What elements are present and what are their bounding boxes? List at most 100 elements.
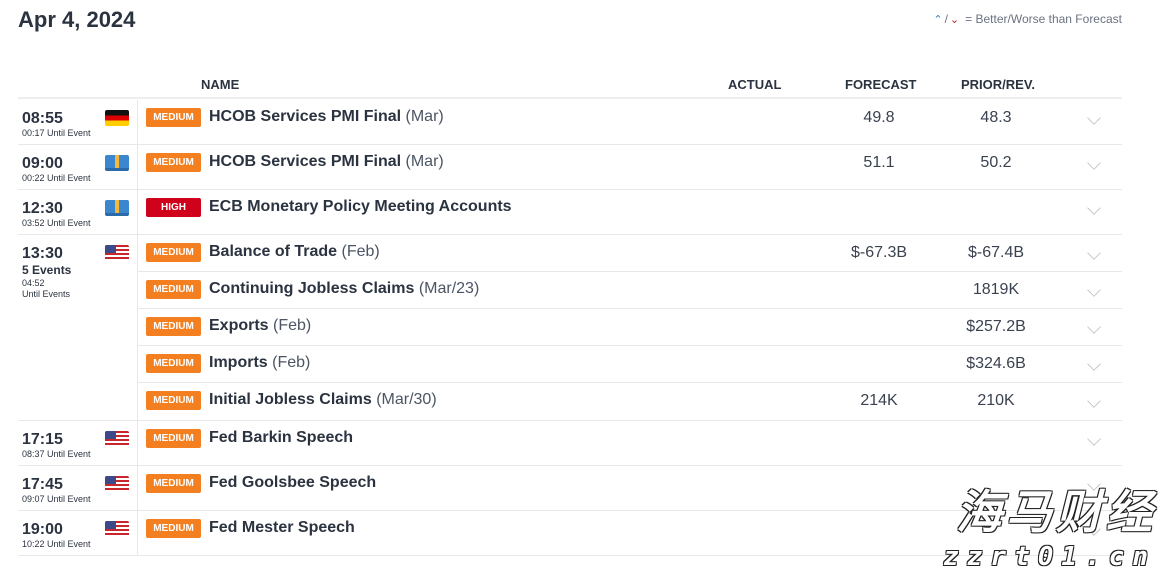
- event-name[interactable]: Continuing Jobless Claims (Mar/23): [209, 280, 479, 298]
- event-title: Fed Goolsbee Speech: [209, 474, 377, 491]
- event-row[interactable]: MEDIUM Fed Goolsbee Speech: [138, 466, 1122, 510]
- chevron-down-icon[interactable]: [1087, 201, 1101, 215]
- chevron-down-icon[interactable]: [1087, 156, 1101, 170]
- table-header: NAME ACTUAL FORECAST PRIOR/REV.: [18, 77, 1122, 99]
- event-name[interactable]: Exports (Feb): [209, 317, 311, 335]
- event-row[interactable]: MEDIUM Fed Mester Speech: [138, 511, 1122, 555]
- forecast-value: 49.8: [863, 109, 895, 126]
- event-row[interactable]: MEDIUM HCOB Services PMI Final (Mar) 49.…: [138, 100, 1122, 144]
- watermark-line2: zzrt01.cn: [943, 542, 1156, 572]
- event-row[interactable]: HIGH ECB Monetary Policy Meeting Account…: [138, 190, 1122, 234]
- until-event: 08:37 Until Event: [22, 449, 91, 459]
- event-row[interactable]: MEDIUM Initial Jobless Claims (Mar/30) 2…: [138, 383, 1122, 420]
- col-prior: PRIOR/REV.: [961, 77, 1035, 92]
- time-cell: 08:55 00:17 Until Event: [18, 100, 138, 144]
- chevron-down-icon[interactable]: [1087, 283, 1101, 297]
- until-event: 00:17 Until Event: [22, 128, 91, 138]
- event-time: 19:00: [22, 521, 63, 538]
- event-time: 13:30: [22, 245, 63, 262]
- event-row[interactable]: MEDIUM Balance of Trade (Feb) $-67.3B $-…: [138, 235, 1122, 272]
- event-title: ECB Monetary Policy Meeting Accounts: [209, 198, 512, 215]
- event-period: (Feb): [272, 354, 311, 371]
- watermark: 海马财经 zzrt01.cn: [943, 476, 1156, 572]
- event-name[interactable]: Balance of Trade (Feb): [209, 243, 380, 261]
- until-event: 00:22 Until Event: [22, 173, 91, 183]
- until-event: Until Events: [22, 289, 71, 299]
- event-time: 17:15: [22, 431, 63, 448]
- better-arrow-up-icon: ⌃: [933, 13, 943, 26]
- economic-calendar-table: 08:55 00:17 Until Event MEDIUM HCOB Servi…: [18, 100, 1122, 556]
- event-name[interactable]: ECB Monetary Policy Meeting Accounts: [209, 198, 512, 216]
- until-event: 09:07 Until Event: [22, 494, 91, 504]
- impact-badge: MEDIUM: [146, 280, 201, 299]
- event-name[interactable]: Fed Goolsbee Speech: [209, 474, 376, 492]
- time-cell: 09:00 00:22 Until Event: [18, 145, 138, 189]
- event-title: HCOB Services PMI Final: [209, 108, 402, 125]
- event-row[interactable]: MEDIUM Exports (Feb) $257.2B: [138, 309, 1122, 346]
- event-row[interactable]: MEDIUM Fed Barkin Speech: [138, 421, 1122, 465]
- flag-euro-area-icon: [105, 200, 129, 216]
- flag-united-states-icon: [105, 245, 129, 261]
- chevron-down-icon[interactable]: [1087, 394, 1101, 408]
- impact-badge: MEDIUM: [146, 519, 201, 538]
- event-name[interactable]: Imports (Feb): [209, 354, 310, 372]
- event-row[interactable]: MEDIUM Imports (Feb) $324.6B: [138, 346, 1122, 383]
- until-event: 03:52 Until Event: [22, 218, 91, 228]
- event-period: (Feb): [341, 243, 380, 260]
- event-name[interactable]: HCOB Services PMI Final (Mar): [209, 153, 444, 171]
- until-time: 04:52: [22, 278, 45, 288]
- event-title: Balance of Trade: [209, 243, 338, 260]
- event-group: 13:30 5 Events 04:52 Until Events MEDIUM B…: [18, 235, 1122, 421]
- event-name[interactable]: Initial Jobless Claims (Mar/30): [209, 391, 437, 409]
- event-title: HCOB Services PMI Final: [209, 153, 402, 170]
- watermark-line1: 海马财经: [956, 486, 1156, 538]
- event-name[interactable]: Fed Mester Speech: [209, 519, 355, 537]
- event-row[interactable]: MEDIUM Continuing Jobless Claims (Mar/23…: [138, 272, 1122, 309]
- chevron-down-icon[interactable]: [1087, 320, 1101, 334]
- impact-badge: MEDIUM: [146, 429, 201, 448]
- forecast-value: $-67.3B: [850, 244, 908, 261]
- impact-badge: MEDIUM: [146, 474, 201, 493]
- time-cell: 13:30 5 Events 04:52 Until Events: [18, 235, 138, 420]
- event-title: Exports: [209, 317, 269, 334]
- time-cell: 12:30 03:52 Until Event: [18, 190, 138, 234]
- event-time: 09:00: [22, 155, 63, 172]
- prior-value: 210K: [977, 392, 1015, 409]
- impact-badge: MEDIUM: [146, 243, 201, 262]
- prior-value: 50.2: [980, 154, 1012, 171]
- impact-badge: MEDIUM: [146, 391, 201, 410]
- forecast-value: 214K: [860, 392, 898, 409]
- event-group: 17:45 09:07 Until Event MEDIUM Fed Goolsb…: [18, 466, 1122, 511]
- chevron-down-icon[interactable]: [1087, 432, 1101, 446]
- impact-badge: MEDIUM: [146, 354, 201, 373]
- event-period: (Mar/30): [376, 391, 437, 408]
- event-name[interactable]: HCOB Services PMI Final (Mar): [209, 108, 444, 126]
- col-name: NAME: [201, 77, 240, 92]
- flag-united-states-icon: [105, 431, 129, 447]
- event-name[interactable]: Fed Barkin Speech: [209, 429, 353, 447]
- event-count: 5 Events: [22, 263, 72, 277]
- time-cell: 19:00 10:22 Until Event: [18, 511, 138, 555]
- prior-value: 1819K: [972, 281, 1020, 298]
- legend-separator: /: [944, 12, 948, 26]
- flag-euro-area-icon: [105, 155, 129, 171]
- chevron-down-icon[interactable]: [1087, 357, 1101, 371]
- event-group: 12:30 03:52 Until Event HIGH ECB Monetary…: [18, 190, 1122, 235]
- event-time: 12:30: [22, 200, 63, 217]
- col-forecast: FORECAST: [845, 77, 917, 92]
- prior-value: $257.2B: [966, 318, 1026, 335]
- event-title: Imports: [209, 354, 268, 371]
- impact-badge: MEDIUM: [146, 153, 201, 172]
- event-title: Initial Jobless Claims: [209, 391, 372, 408]
- chevron-down-icon[interactable]: [1087, 246, 1101, 260]
- prior-value: 48.3: [980, 109, 1012, 126]
- impact-badge: HIGH: [146, 198, 201, 217]
- event-period: (Mar): [405, 153, 444, 170]
- chevron-down-icon[interactable]: [1087, 111, 1101, 125]
- impact-badge: MEDIUM: [146, 108, 201, 127]
- flag-germany-icon: [105, 110, 129, 126]
- prior-value: $-67.4B: [967, 244, 1025, 261]
- impact-badge: MEDIUM: [146, 317, 201, 336]
- event-row[interactable]: MEDIUM HCOB Services PMI Final (Mar) 51.…: [138, 145, 1122, 189]
- flag-united-states-icon: [105, 521, 129, 537]
